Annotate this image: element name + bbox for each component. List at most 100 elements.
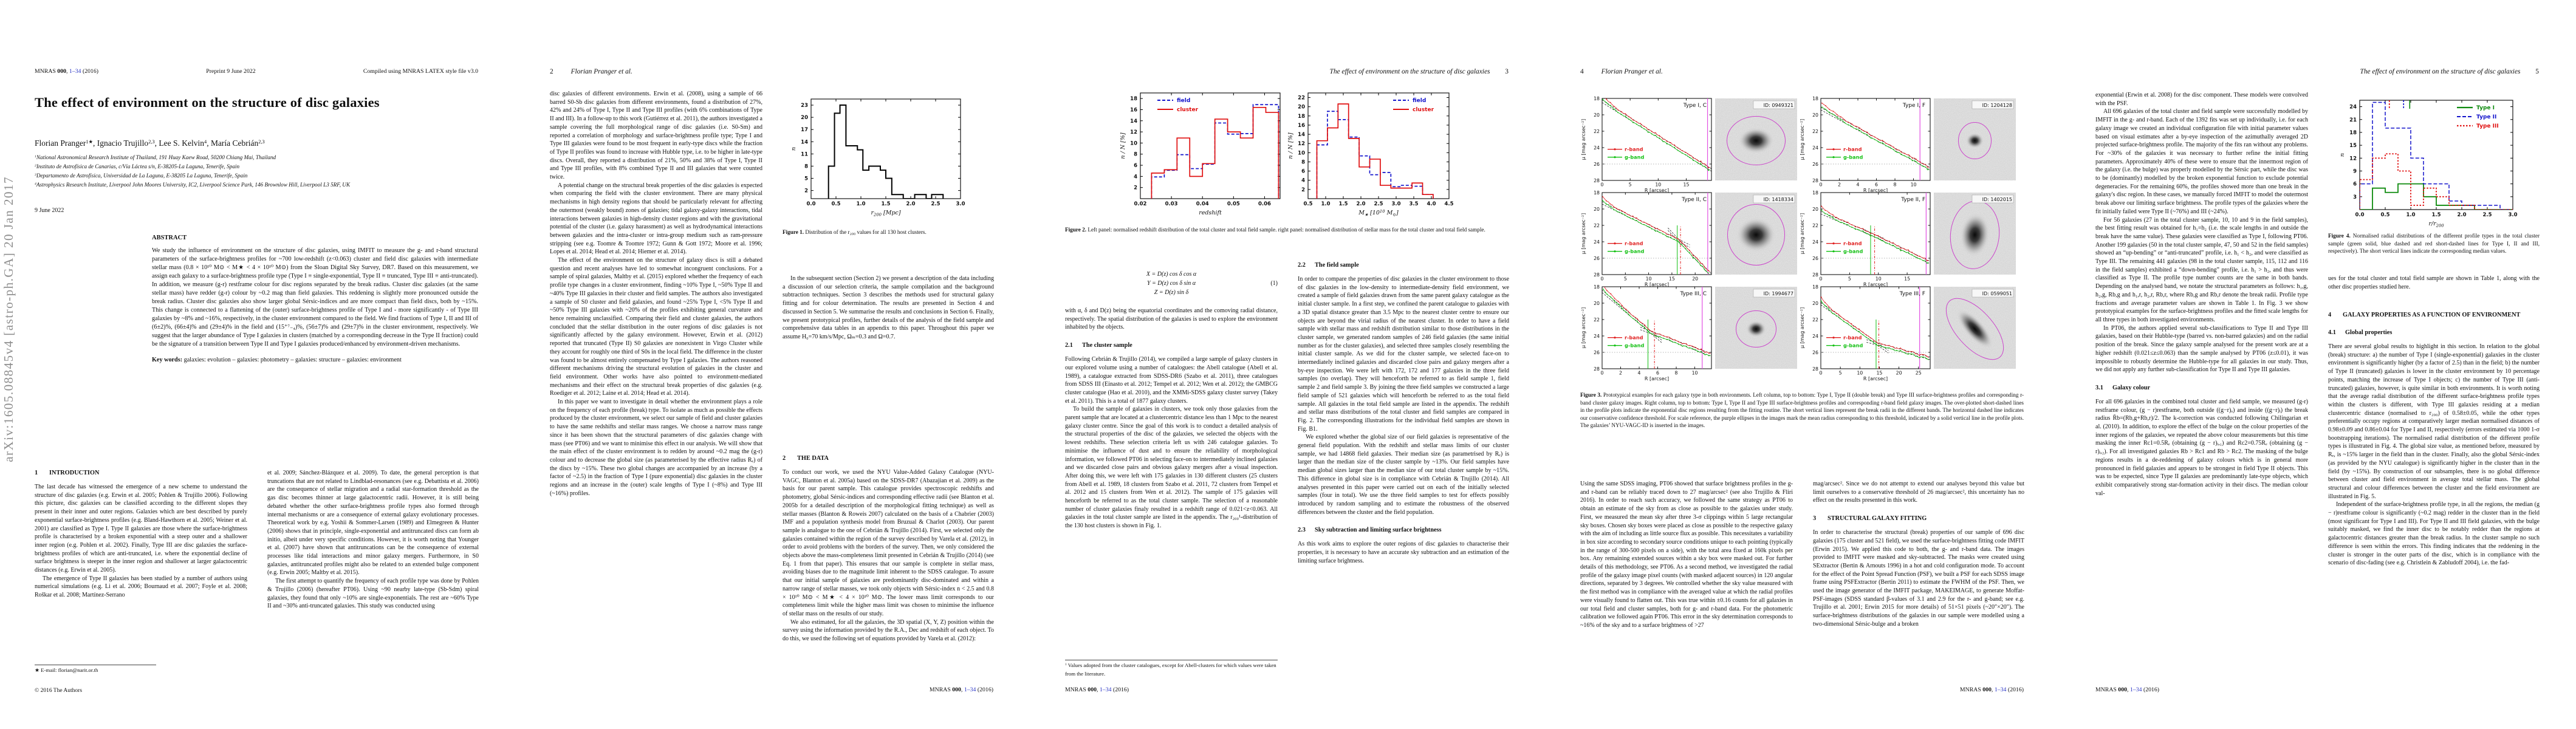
section-2-1-heading: 2.1 The cluster sample [1065,341,1278,349]
page2-column-right-lower: 2 THE DATA To conduct our work, we used t… [783,454,994,643]
body-paragraph: In the subsequent section (Section 2) we… [783,275,994,341]
page4-column-left: Using the same SDSS imaging, PT06 showed… [1580,480,1793,630]
figure-4-histogram: 0.0 0.5 1.0 1.5 2.0 2.5 3.0 3 6 9 12 15 18 21 24 Type I… [2322,81,2529,228]
page-number: 2 [550,68,553,75]
galaxy-blob [1736,217,1776,253]
section-3-heading: 3 STRUCTURAL GALAXY FITTING [1813,515,2024,522]
figure-3-panel-type3-field: 18 20 22 24 26 28 0 5 10 15 20 25 R [arcsec] µ [mag a… [1797,279,2019,383]
svg-text:R [arcsec]: R [arcsec] [1645,376,1669,382]
svg-text:cluster: cluster [1177,107,1199,113]
pages-link[interactable]: 1–34 [964,686,976,693]
svg-text:µ [mag arcsec⁻²]: µ [mag arcsec⁻²] [1800,307,1805,349]
svg-text:18: 18 [1594,284,1600,290]
page-number: 4 [1580,68,1584,75]
figure-1-histogram: 0.0 0.5 1.0 1.5 2.0 2.5 3.0 2 5 8 11 14 17 20 23 r200 [… [783,83,994,226]
page5-column-right-upper: ues for the total cluster and total fiel… [2328,275,2540,291]
fig2b-svg: 0.5 1.0 1.5 2.0 2.5 3.0 3.5 4.0 4.5 2 4 6 8 10 12 14 16 1… [1272,81,1474,222]
svg-text:3.0: 3.0 [2508,212,2517,218]
svg-text:2: 2 [1134,185,1137,191]
galaxy-id-label: ID: 1418334 [1764,197,1793,202]
pages-link[interactable]: 1–34 [1995,686,2007,693]
paper-canvas: arXiv:1605.08845v4 [astro-ph.GA] 20 Jan … [0,0,2576,729]
svg-text:g-band: g-band [1843,248,1863,255]
svg-text:g-band: g-band [1843,154,1863,160]
author: , Lee S. Kelvin4 [155,139,207,148]
svg-text:5: 5 [1839,371,1842,376]
svg-text:24: 24 [1594,334,1600,339]
body-paragraph: We also estimated, for all the galaxies,… [783,618,994,643]
body-paragraph: The first attempt to quantify the freque… [267,577,479,611]
section-4-heading: 4 GALAXY PROPERTIES AS A FUNCTION OF ENVI… [2328,311,2540,319]
svg-text:0.5: 0.5 [1303,201,1312,207]
svg-text:20: 20 [1812,112,1818,118]
body-paragraph: exponential (Erwin et al. 2008) for the … [2095,91,2308,108]
figure-3-panel-type3-cluster: 18 20 22 24 26 28 0 2 4 6 8 10 R [arcsec] µ [mag arcs… [1578,279,1800,383]
svg-text:field: field [1413,98,1426,104]
svg-text:cluster: cluster [1413,107,1434,113]
svg-text:12: 12 [1130,129,1137,135]
svg-text:8: 8 [1675,371,1678,376]
body-paragraph: mag/arcsec². Since we do not attempt to … [1813,480,2024,505]
page3-column-left: X = D(z) cos δ cos α Y = D(z) cos δ sin … [1065,261,1278,530]
svg-text:20: 20 [1594,112,1600,118]
series-cluster [1151,108,1278,199]
svg-text:2: 2 [1301,187,1305,193]
abstract-heading: ABSTRACT [152,234,478,241]
svg-text:5: 5 [804,176,808,182]
galaxy-blob [1746,321,1767,338]
body-paragraph: The effect of the environment on the str… [550,256,762,398]
svg-text:20: 20 [1896,371,1902,376]
body-paragraph: Independent of the surface-brightness pr… [2328,501,2540,567]
author: , María Cebrián2,3 [207,139,265,148]
svg-text:0.02: 0.02 [1134,201,1147,207]
series-host-clusters [829,105,944,199]
svg-text:16: 16 [1298,123,1305,129]
svg-text:r-band: r-band [1625,241,1643,247]
panel-type-label: Type I, C [1683,103,1707,109]
series-group [1151,104,1278,199]
body-paragraph: All 696 galaxies of the total cluster an… [2095,108,2308,216]
page3-footnote: 1 Values adopted from the cluster catalo… [1065,660,1278,677]
equation-1: X = D(z) cos δ cos α Y = D(z) cos δ sin … [1065,270,1278,297]
body-paragraph: For 56 galaxies (27 in the total cluster… [2095,216,2308,324]
journal-ref: MNRAS 000, 1–34 (2016) [35,68,98,75]
page5-footer: MNRAS 000, 1–34 (2016) [2095,686,2159,693]
profile-frame [1821,287,1930,369]
page5-column-right-lower: 4 GALAXY PROPERTIES AS A FUNCTION OF ENVI… [2328,311,2540,567]
body-paragraph: A potential change on the structural bre… [550,182,762,256]
pages-link[interactable]: 1–34 [69,68,81,75]
svg-text:0.03: 0.03 [1165,201,1178,207]
svg-text:R [arcsec]: R [arcsec] [1863,376,1888,382]
svg-text:r-band: r-band [1843,335,1862,341]
svg-text:1.0: 1.0 [856,201,865,207]
svg-text:10: 10 [1692,371,1698,376]
fig4-svg: 0.0 0.5 1.0 1.5 2.0 2.5 3.03691215182124Type I… [2322,81,2529,228]
svg-text:24: 24 [1812,145,1818,151]
svg-text:22: 22 [1594,317,1600,323]
copyright-line: © 2016 The Authors [35,688,82,694]
figure-3-panel-type2-cluster: 18 20 22 24 26 28 0 5 10 15 20 R [arcsec] µ [mag arc… [1578,185,1800,289]
svg-text:2: 2 [1619,371,1622,376]
page4-footer: MNRAS 000, 1–34 (2016) [1813,686,2024,693]
profile-frame [1821,98,1930,180]
pages-link[interactable]: 1–34 [1100,686,1112,693]
page-4: 4 Florian Pranger et al. 18 20 22 24 26 28 0 5 1… [1546,0,2061,729]
svg-text:22: 22 [1812,223,1818,228]
svg-text:17: 17 [801,127,808,133]
pages-link[interactable]: 1–34 [2130,686,2142,693]
svg-text:0.0: 0.0 [2355,212,2364,218]
affiliation: 3Departamento de Astrofísica, Universida… [35,172,484,181]
panel-type-label: Type III, C [1679,291,1707,297]
svg-text:22: 22 [1594,129,1600,134]
svg-text:µ [mag arcsec⁻²]: µ [mag arcsec⁻²] [1800,119,1805,160]
svg-text:12: 12 [2349,156,2357,162]
svg-text:9: 9 [2353,168,2357,174]
svg-text:18: 18 [1298,114,1305,120]
svg-text:r-band: r-band [1625,146,1643,152]
abstract-block: ABSTRACT We study the influence of envir… [152,234,478,371]
profile-frame [1821,193,1930,275]
svg-text:r-band: r-band [1843,146,1862,152]
svg-text:Type I: Type I [2476,105,2495,111]
keywords: Key words: galaxies: evolution – galaxie… [152,356,478,364]
body-paragraph: with α, δ and D(z) being the equatorial … [1065,307,1278,332]
